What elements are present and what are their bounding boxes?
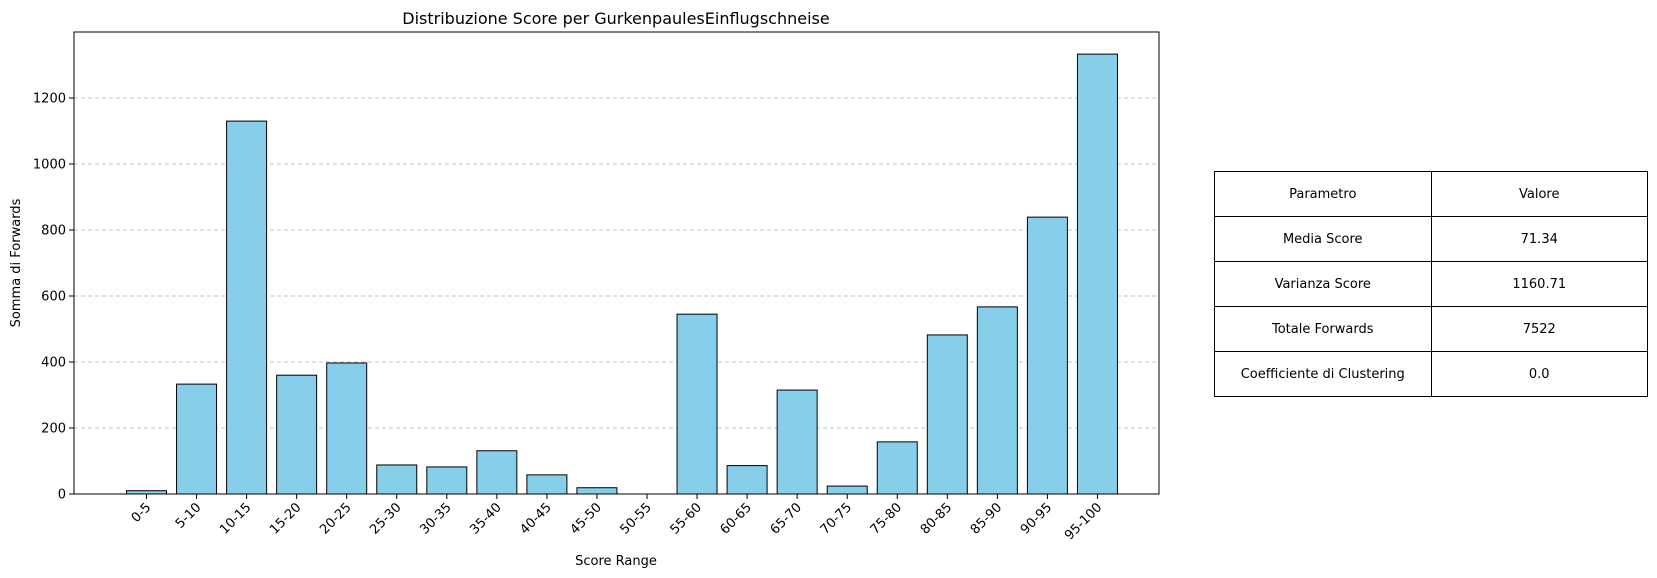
bar-45-50 xyxy=(576,487,618,495)
bar-85-90 xyxy=(976,306,1018,495)
param-name: Varianza Score xyxy=(1214,261,1432,307)
table-row: Totale Forwards 7522 xyxy=(1214,306,1648,352)
bar-95-100 xyxy=(1076,53,1118,495)
x-tick-label: 15-20 xyxy=(267,500,304,537)
y-tick-label: 200 xyxy=(41,422,66,437)
param-value: 0.0 xyxy=(1430,351,1648,397)
x-tick-label: 30-35 xyxy=(417,500,454,537)
x-tick-label: 65-70 xyxy=(768,500,805,537)
param-value: 1160.71 xyxy=(1430,261,1648,307)
x-tick-label: 55-60 xyxy=(668,500,705,537)
x-tick-label: 60-65 xyxy=(718,500,755,537)
header-valore: Valore xyxy=(1430,171,1648,217)
bar-20-25 xyxy=(326,362,368,495)
bar-70-75 xyxy=(826,485,868,495)
y-axis: 0 200 400 600 800 1000 1200 xyxy=(33,92,74,503)
table-row: Coefficiente di Clustering 0.0 xyxy=(1214,351,1648,397)
x-tick-label: 40-45 xyxy=(517,500,554,537)
x-axis: 0-5 5-10 10-15 15-20 20-25 25-30 30-35 35-40 40-… xyxy=(129,494,1105,543)
bar-15-20 xyxy=(276,374,318,495)
x-tick-label: 75-80 xyxy=(868,500,905,537)
bar-55-60 xyxy=(676,313,718,495)
x-tick-label: 95-100 xyxy=(1062,500,1105,543)
param-value: 71.34 xyxy=(1430,216,1648,262)
x-tick-label: 50-55 xyxy=(618,500,655,537)
table-header-row: Parametro Valore xyxy=(1214,171,1648,217)
x-tick-label: 35-40 xyxy=(467,500,504,537)
y-tick-label: 1000 xyxy=(33,158,66,173)
x-tick-label: 85-90 xyxy=(968,500,1005,537)
param-value: 7522 xyxy=(1430,306,1648,352)
y-tick-label: 0 xyxy=(58,488,66,503)
param-name: Totale Forwards xyxy=(1214,306,1432,352)
bar-90-95 xyxy=(1026,216,1068,495)
table-row: Media Score 71.34 xyxy=(1214,216,1648,262)
x-tick-label: 90-95 xyxy=(1018,500,1055,537)
param-name: Media Score xyxy=(1214,216,1432,262)
param-name: Coefficiente di Clustering xyxy=(1214,351,1432,397)
x-tick-label: 20-25 xyxy=(317,500,354,537)
x-tick-label: 0-5 xyxy=(129,500,155,526)
bar-80-85 xyxy=(926,334,968,495)
y-tick-label: 600 xyxy=(41,290,66,305)
table-row: Varianza Score 1160.71 xyxy=(1214,261,1648,307)
bar-75-80 xyxy=(876,441,918,495)
header-parametro: Parametro xyxy=(1214,171,1432,217)
bar-65-70 xyxy=(776,389,818,495)
stats-table: Parametro Valore Media Score 71.34 Varia… xyxy=(1214,171,1648,397)
x-tick-label: 10-15 xyxy=(217,500,254,537)
x-tick-label: 45-50 xyxy=(567,500,604,537)
bar-chart: Distribuzione Score per GurkenpaulesEinf… xyxy=(9,9,1160,569)
bar-30-35 xyxy=(426,466,468,495)
y-tick-label: 800 xyxy=(41,224,66,239)
y-axis-label: Somma di Forwards xyxy=(9,198,24,327)
bar-25-30 xyxy=(376,464,418,495)
bar-40-45 xyxy=(526,474,568,495)
bar-5-10 xyxy=(176,383,218,495)
plot-frame xyxy=(73,31,1160,495)
chart-title: Distribuzione Score per GurkenpaulesEinf… xyxy=(402,9,829,28)
x-tick-label: 25-30 xyxy=(367,500,404,537)
bar-10-15 xyxy=(226,120,268,495)
x-tick-label: 70-75 xyxy=(818,500,855,537)
y-tick-label: 1200 xyxy=(33,92,66,107)
bar-60-65 xyxy=(726,465,768,495)
x-axis-label: Score Range xyxy=(575,554,657,569)
x-tick-label: 80-85 xyxy=(918,500,955,537)
y-tick-label: 400 xyxy=(41,356,66,371)
bar-35-40 xyxy=(476,450,518,495)
x-tick-label: 5-10 xyxy=(173,500,204,531)
